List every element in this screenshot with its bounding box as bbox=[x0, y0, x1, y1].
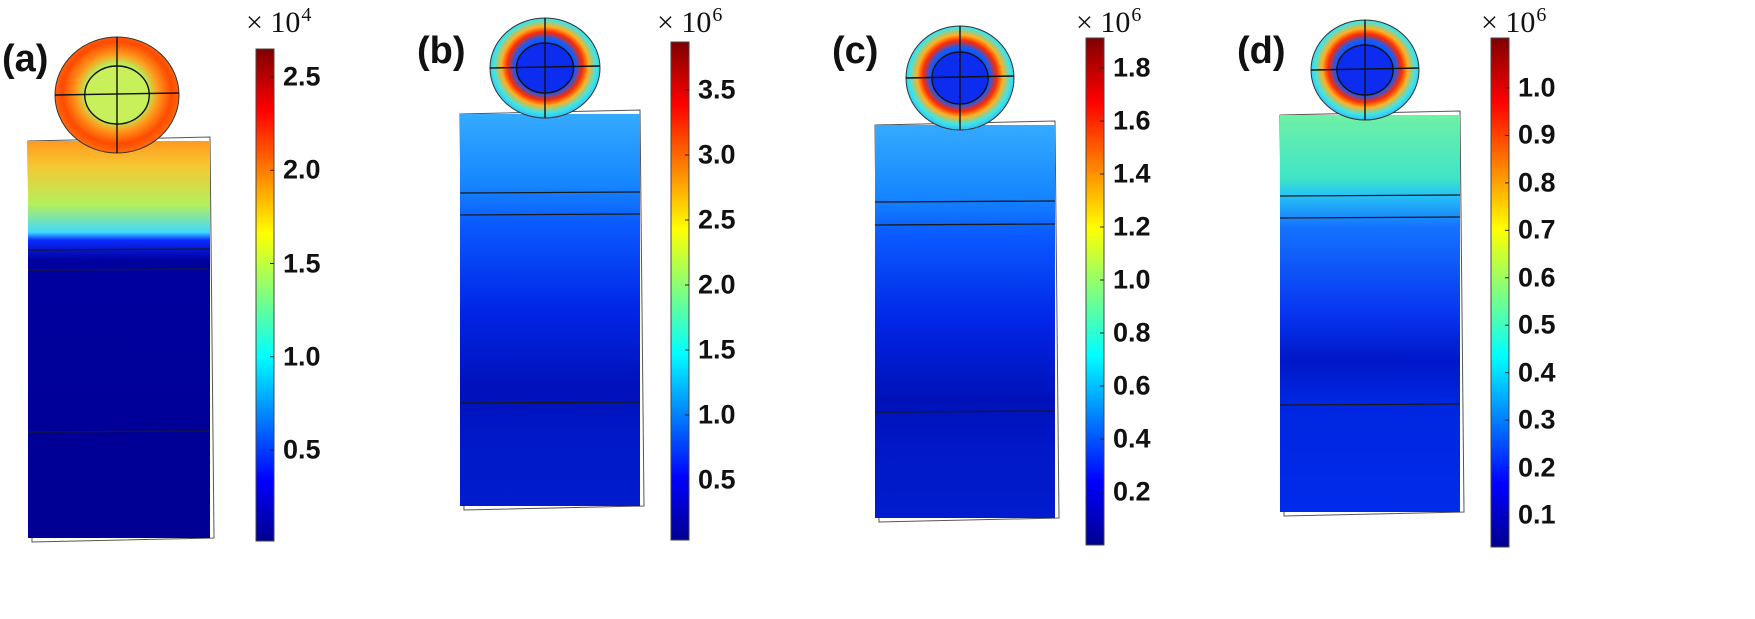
panel-d: (d) × 106 1.0 0.9 0.8 0.7 0.6 0.5 0.4 0.3 0.2 0.1 bbox=[1235, 0, 1565, 619]
colorbar-tick-label: 0.6 bbox=[1113, 370, 1151, 401]
layer-boundary bbox=[459, 401, 641, 404]
field-plot bbox=[1279, 19, 1510, 548]
panel-c: (c) × 106 1.8 1.6 1.4 1.2 1.0 0.8 0.6 0.4 0.2 bbox=[830, 0, 1151, 619]
layer-boundary bbox=[1279, 403, 1461, 406]
panel-a: (a) × 104 2.5 2.0 1.5 1.0 0.5 bbox=[0, 0, 321, 619]
colorbar-tick-label: 1.0 bbox=[1113, 264, 1151, 295]
colorbar bbox=[255, 48, 275, 542]
colorbar-tick-label: 0.1 bbox=[1518, 499, 1556, 530]
layer-boundary bbox=[27, 430, 211, 433]
colorbar-tick-label: 0.4 bbox=[1518, 357, 1556, 388]
colorbar-tick-label: 2.5 bbox=[283, 61, 321, 92]
colorbar-tick-label: 1.2 bbox=[1113, 211, 1151, 242]
colorbar-tick-label: 0.5 bbox=[283, 434, 321, 465]
layer-boundary bbox=[459, 213, 641, 216]
layer-boundary bbox=[27, 248, 211, 251]
colorbar-tick-label: 0.2 bbox=[1113, 476, 1151, 507]
colorbar-tick-label: 2.0 bbox=[698, 269, 736, 300]
colorbar-tick-label: 1.5 bbox=[283, 248, 321, 278]
panel-label: (b) bbox=[417, 30, 466, 72]
layer-boundary bbox=[1279, 194, 1461, 197]
colorbar-tick-label: 1.4 bbox=[1113, 158, 1151, 189]
colorbar-tick-label: 0.5 bbox=[698, 464, 736, 495]
field-plot bbox=[27, 36, 275, 543]
field-plot bbox=[874, 25, 1105, 546]
colorbar bbox=[1490, 37, 1510, 548]
colorbar-tick-label: 2.0 bbox=[283, 154, 321, 185]
colorbar bbox=[1085, 37, 1105, 546]
panel-label: (c) bbox=[832, 30, 879, 72]
layer-boundary bbox=[874, 410, 1056, 413]
layer-boundary bbox=[874, 223, 1056, 226]
colorbar-tick-label: 0.8 bbox=[1518, 167, 1556, 198]
substrate-column bbox=[875, 125, 1055, 518]
colorbar-tick-label: 1.6 bbox=[1113, 105, 1151, 136]
substrate-column bbox=[28, 141, 210, 538]
colorbar-tick-label: 0.6 bbox=[1518, 262, 1556, 293]
panel-label: (a) bbox=[2, 38, 49, 80]
panel-b: (b) × 106 3.5 3.0 2.5 2.0 1.5 1.0 0.5 bbox=[415, 0, 745, 619]
field-plot bbox=[459, 17, 690, 541]
colorbar-multiplier: × 106 bbox=[1481, 4, 1547, 39]
layer-boundary bbox=[27, 268, 211, 271]
colorbar-multiplier: × 104 bbox=[246, 4, 312, 39]
colorbar-tick-label: 2.5 bbox=[698, 204, 736, 235]
colorbar-tick-label: 0.9 bbox=[1518, 119, 1556, 150]
colorbar-tick-label: 0.8 bbox=[1113, 317, 1151, 348]
colorbar-multiplier: × 106 bbox=[1076, 4, 1142, 39]
colorbar-tick-label: 0.2 bbox=[1518, 452, 1556, 483]
layer-boundary bbox=[874, 200, 1056, 203]
colorbar-multiplier: × 106 bbox=[657, 4, 723, 39]
colorbar-tick-label: 1.0 bbox=[283, 341, 321, 372]
colorbar-tick-label: 0.3 bbox=[1518, 404, 1556, 435]
colorbar-tick-label: 1.0 bbox=[1518, 72, 1556, 103]
colorbar-tick-label: 0.4 bbox=[1113, 423, 1151, 454]
substrate-column bbox=[1280, 115, 1460, 512]
layer-boundary bbox=[1279, 216, 1461, 219]
colorbar bbox=[670, 41, 690, 541]
colorbar-tick-label: 1.8 bbox=[1113, 52, 1151, 83]
substrate-column bbox=[460, 114, 640, 506]
colorbar-tick-label: 3.0 bbox=[698, 139, 736, 170]
colorbar-tick-label: 1.0 bbox=[698, 399, 736, 430]
colorbar-tick-label: 0.5 bbox=[1518, 309, 1556, 340]
colorbar-tick-label: 0.7 bbox=[1518, 214, 1556, 245]
colorbar-tick-label: 3.5 bbox=[698, 74, 736, 105]
panel-label: (d) bbox=[1237, 30, 1286, 72]
colorbar-tick-label: 1.5 bbox=[698, 334, 736, 365]
layer-boundary bbox=[459, 191, 641, 194]
